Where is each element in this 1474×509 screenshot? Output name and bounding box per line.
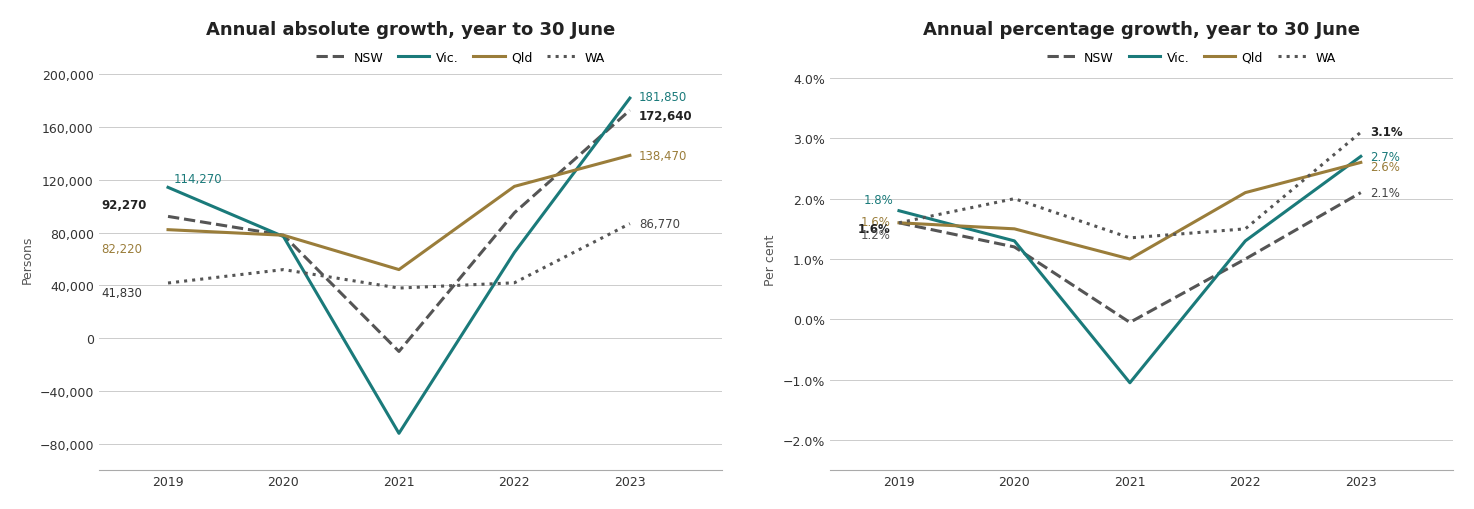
- Legend: NSW, Vic., Qld, WA: NSW, Vic., Qld, WA: [311, 46, 610, 69]
- Y-axis label: Persons: Persons: [21, 235, 34, 284]
- Text: 181,850: 181,850: [640, 91, 687, 104]
- Title: Annual absolute growth, year to 30 June: Annual absolute growth, year to 30 June: [206, 21, 615, 39]
- Text: 2.7%: 2.7%: [1369, 151, 1400, 163]
- Text: 2.1%: 2.1%: [1369, 187, 1400, 200]
- Text: 41,830: 41,830: [102, 286, 142, 299]
- Text: 1.8%: 1.8%: [864, 194, 893, 207]
- Legend: NSW, Vic., Qld, WA: NSW, Vic., Qld, WA: [1042, 46, 1341, 69]
- Text: 114,270: 114,270: [174, 173, 223, 185]
- Text: 86,770: 86,770: [640, 218, 680, 231]
- Y-axis label: Per cent: Per cent: [764, 234, 777, 285]
- Text: 1.6%: 1.6%: [858, 222, 890, 235]
- Text: 92,270: 92,270: [102, 199, 146, 212]
- Text: 1.2%: 1.2%: [861, 229, 890, 242]
- Title: Annual percentage growth, year to 30 June: Annual percentage growth, year to 30 Jun…: [923, 21, 1361, 39]
- Text: 82,220: 82,220: [102, 242, 142, 255]
- Text: 138,470: 138,470: [640, 150, 687, 162]
- Text: 3.1%: 3.1%: [1369, 125, 1403, 138]
- Text: 2.6%: 2.6%: [1369, 161, 1400, 174]
- Text: 172,640: 172,640: [640, 110, 693, 123]
- Text: 1.6%: 1.6%: [861, 216, 890, 229]
